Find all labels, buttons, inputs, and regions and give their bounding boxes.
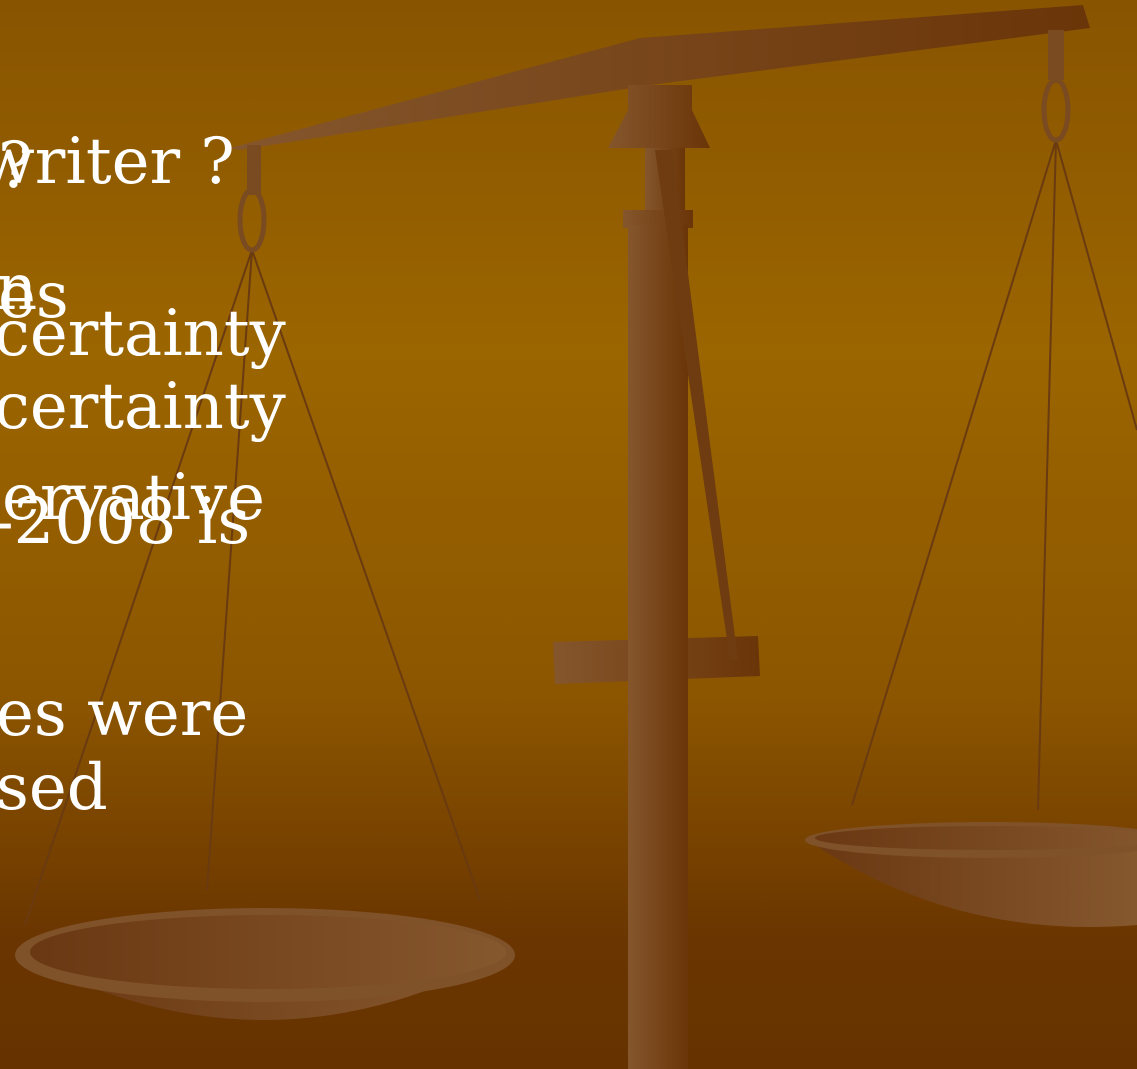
- text-line: sed: [0, 756, 108, 820]
- text-line: writer ?: [0, 130, 235, 194]
- text-line: es were: [0, 682, 248, 746]
- text-line: certainty: [0, 375, 286, 439]
- text-line: certainty: [0, 302, 286, 366]
- text-line: -2008 is: [0, 490, 250, 554]
- slide: ? writer ? n es certainty certainty erva…: [0, 0, 1137, 1069]
